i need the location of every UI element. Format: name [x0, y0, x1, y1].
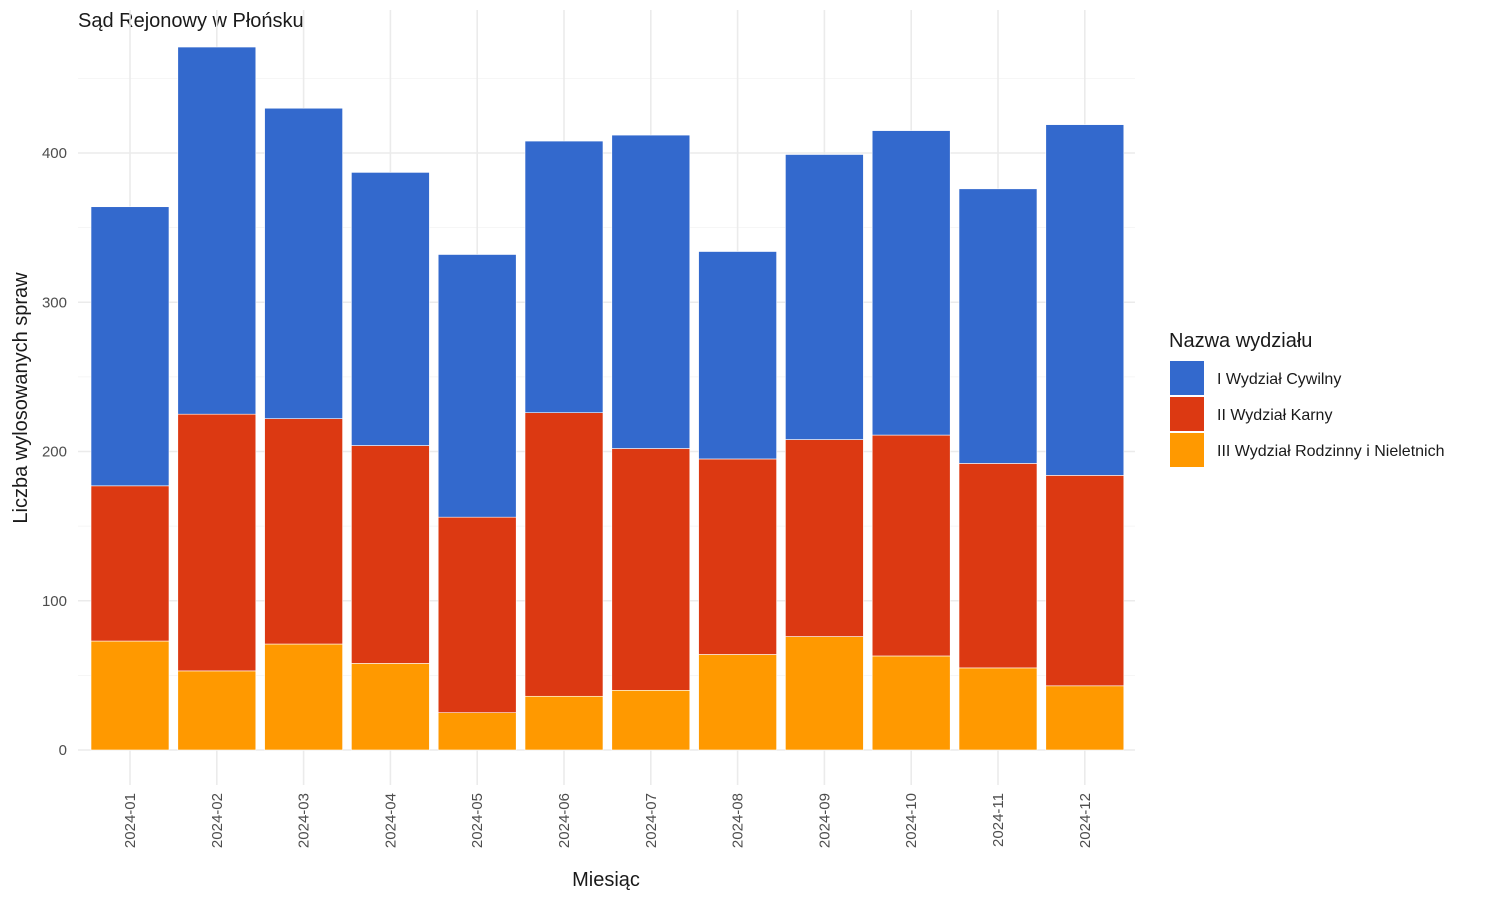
y-axis-title: Liczba wylosowanych spraw: [10, 272, 32, 524]
x-tick-label: 2024-05: [469, 793, 486, 848]
bar-segment: [698, 458, 777, 655]
bar-segment: [90, 485, 170, 642]
bar-segment: [698, 654, 777, 751]
x-tick-label: 2024-10: [903, 793, 920, 848]
x-tick-label: 2024-12: [1077, 793, 1094, 848]
x-tick-label: 2024-02: [209, 793, 226, 848]
bar-segment: [264, 643, 343, 751]
legend-items: I Wydział Cywilny II Wydział Karny III Wyd…: [1170, 361, 1445, 467]
y-tick-label: 100: [42, 593, 67, 610]
bar-segment: [958, 188, 1038, 464]
bar-segment: [437, 712, 517, 751]
bar-segment: [1045, 124, 1125, 476]
bar-segment: [958, 463, 1038, 669]
legend-swatch: [1170, 433, 1204, 467]
x-tick-label: 2024-09: [816, 793, 833, 848]
x-tick-label: 2024-01: [122, 793, 139, 848]
bar-segment: [264, 107, 343, 419]
bar-segment: [264, 418, 343, 645]
legend-label: II Wydział Karny: [1217, 407, 1332, 424]
y-axis-tick-labels: 0 100 200 300 400: [42, 145, 67, 759]
bar-segment: [177, 46, 257, 415]
bar-segment: [871, 130, 951, 436]
legend-title: Nazwa wydziału: [1169, 330, 1312, 352]
bar-segment: [611, 689, 691, 751]
legend-swatch: [1170, 397, 1204, 431]
bar-segment: [1045, 685, 1125, 751]
bar-segment: [958, 667, 1038, 751]
x-tick-label: 2024-11: [990, 793, 1007, 847]
bar-segment: [611, 448, 691, 691]
bar-segment: [437, 254, 517, 518]
bar-segment: [351, 663, 430, 751]
bar-segment: [871, 434, 951, 657]
bar-segment: [90, 640, 170, 751]
legend-swatch: [1170, 361, 1204, 395]
y-tick-label: 300: [42, 294, 67, 311]
x-tick-label: 2024-07: [643, 793, 660, 848]
legend: Nazwa wydziału I Wydział Cywilny II Wydzi…: [1169, 330, 1445, 467]
bar-segment: [177, 413, 257, 672]
bars: [90, 46, 1125, 751]
y-tick-label: 400: [42, 145, 67, 162]
bar-segment: [437, 516, 517, 713]
bar-segment: [698, 251, 777, 460]
x-axis-tick-labels: 2024-01 2024-02 2024-03 2024-04 2024-05 2024-…: [122, 793, 1094, 848]
bar-segment: [524, 140, 604, 413]
bar-segment: [524, 695, 604, 751]
x-tick-label: 2024-08: [730, 793, 747, 848]
chart-title: Sąd Rejonowy w Płońsku: [78, 10, 304, 32]
bar-segment: [90, 206, 170, 487]
bar-segment: [785, 439, 864, 637]
x-tick-label: 2024-03: [296, 793, 313, 848]
x-axis-title: Miesiąc: [572, 869, 640, 891]
x-tick-label: 2024-04: [382, 793, 399, 848]
bar-segment: [785, 636, 864, 751]
legend-label: III Wydział Rodzinny i Nieletnich: [1217, 443, 1445, 460]
bar-segment: [611, 134, 691, 449]
bar-segment: [177, 670, 257, 751]
y-tick-label: 200: [42, 444, 67, 461]
bar-segment: [1045, 475, 1125, 687]
bar-segment: [785, 154, 864, 440]
bar-segment: [524, 412, 604, 697]
legend-label: I Wydział Cywilny: [1217, 371, 1341, 388]
bar-segment: [351, 445, 430, 664]
y-tick-label: 0: [59, 742, 67, 759]
bar-segment: [351, 172, 430, 446]
x-tick-label: 2024-06: [556, 793, 573, 848]
bar-segment: [871, 655, 951, 751]
